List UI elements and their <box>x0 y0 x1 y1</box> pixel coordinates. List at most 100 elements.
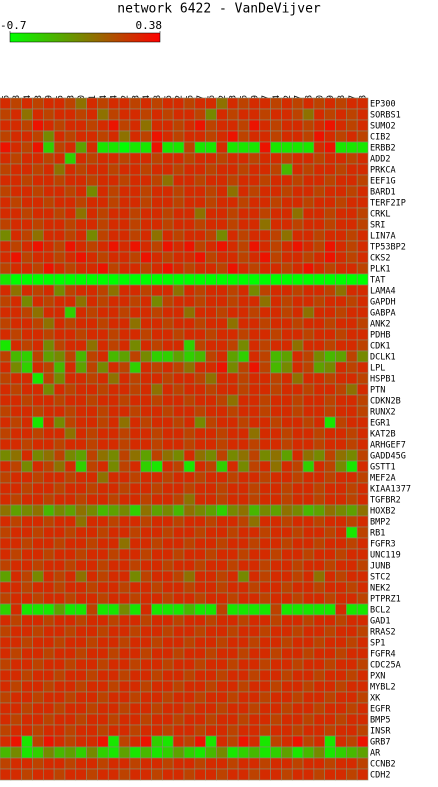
heatmap-cell <box>237 702 250 715</box>
heatmap-cell <box>324 559 336 572</box>
heatmap-cell <box>97 735 109 748</box>
heatmap-cell <box>356 405 369 418</box>
heatmap-cell <box>183 515 196 528</box>
heatmap-cell <box>0 537 12 550</box>
heatmap-cell <box>0 251 12 264</box>
heatmap-cell <box>118 493 131 506</box>
heatmap-cell <box>226 405 239 418</box>
heatmap-cell <box>270 306 282 319</box>
heatmap-cell <box>291 537 304 550</box>
heatmap-cell <box>0 614 12 627</box>
heatmap-cell <box>140 108 152 121</box>
heatmap-cell <box>53 526 66 539</box>
heatmap-cell <box>53 449 66 462</box>
heatmap-cell <box>107 108 120 121</box>
heatmap-cell <box>129 493 142 506</box>
heatmap-cell <box>324 339 336 352</box>
heatmap-cell <box>259 97 271 110</box>
heatmap-cell <box>259 372 271 385</box>
heatmap-cell <box>97 427 109 440</box>
heatmap-cell <box>64 306 77 319</box>
heatmap-cell <box>162 372 174 385</box>
heatmap-cell <box>42 691 55 704</box>
heatmap-cell <box>0 702 12 715</box>
heatmap-cell <box>0 141 12 154</box>
heatmap-cell <box>259 130 271 143</box>
heatmap-cell <box>281 713 293 726</box>
heatmap-cell <box>118 262 131 275</box>
heatmap-cell <box>140 746 152 759</box>
heatmap-cell <box>162 97 174 110</box>
heatmap-cell <box>226 570 239 583</box>
heatmap-cell <box>248 460 261 473</box>
heatmap-cell <box>281 372 293 385</box>
heatmap-cell <box>216 97 228 110</box>
heatmap-cell <box>118 295 131 308</box>
heatmap-cell <box>356 229 369 242</box>
heatmap-cell <box>194 471 206 484</box>
heatmap-cell <box>118 713 131 726</box>
heatmap-cell <box>226 493 239 506</box>
heatmap-cell <box>194 669 206 682</box>
heatmap-cell <box>151 757 163 770</box>
heatmap-cell <box>335 251 347 264</box>
heatmap-cell <box>335 636 347 649</box>
heatmap-cell <box>129 97 142 110</box>
heatmap-cell <box>107 581 120 594</box>
heatmap-cell <box>237 119 250 132</box>
heatmap-cell <box>42 339 55 352</box>
heatmap-cell <box>248 636 261 649</box>
heatmap-cell <box>291 680 304 693</box>
heatmap-cell <box>194 372 206 385</box>
heatmap-cell <box>86 724 98 737</box>
heatmap-cell <box>97 295 109 308</box>
heatmap-cell <box>86 108 98 121</box>
heatmap-cell <box>237 130 250 143</box>
heatmap-cell <box>216 328 228 341</box>
heatmap-cell <box>151 537 163 550</box>
heatmap-cell <box>64 702 77 715</box>
heatmap-cell <box>10 504 22 517</box>
heatmap-cell <box>291 581 304 594</box>
heatmap-cell <box>0 273 12 286</box>
heatmap-cell <box>86 339 98 352</box>
heatmap-cell <box>302 339 315 352</box>
heatmap-cell <box>21 350 33 363</box>
heatmap-cell <box>324 174 336 187</box>
heatmap-cell <box>0 262 12 275</box>
heatmap-cell <box>313 119 326 132</box>
heatmap-cell <box>97 746 109 759</box>
heatmap-cell <box>75 152 87 165</box>
heatmap-cell <box>302 416 315 429</box>
heatmap-cell <box>129 669 142 682</box>
heatmap-cell <box>118 526 131 539</box>
heatmap-cell <box>259 416 271 429</box>
heatmap-cell <box>10 273 22 286</box>
heatmap-cell <box>0 735 12 748</box>
heatmap-cell <box>324 229 336 242</box>
heatmap-cell <box>151 735 163 748</box>
heatmap-cell <box>42 174 55 187</box>
heatmap-cell <box>97 581 109 594</box>
heatmap-cell <box>0 746 12 759</box>
heatmap-cell <box>118 702 131 715</box>
heatmap-cell <box>151 460 163 473</box>
heatmap-cell <box>313 471 326 484</box>
heatmap-cell <box>32 460 44 473</box>
heatmap-cell <box>64 581 77 594</box>
heatmap-cell <box>21 130 33 143</box>
row-label: EGR1 <box>370 419 390 429</box>
heatmap-cell <box>172 658 185 671</box>
heatmap-cell <box>42 713 55 726</box>
heatmap-cell <box>75 625 87 638</box>
heatmap-cell <box>162 416 174 429</box>
heatmap-cell <box>259 350 271 363</box>
heatmap-cell <box>324 691 336 704</box>
heatmap-cell <box>75 207 87 220</box>
heatmap-cell <box>313 416 326 429</box>
heatmap-cell <box>313 328 326 341</box>
heatmap-cell <box>205 174 217 187</box>
heatmap-cell <box>151 108 163 121</box>
heatmap-cell <box>356 427 369 440</box>
heatmap-cell <box>0 416 12 429</box>
